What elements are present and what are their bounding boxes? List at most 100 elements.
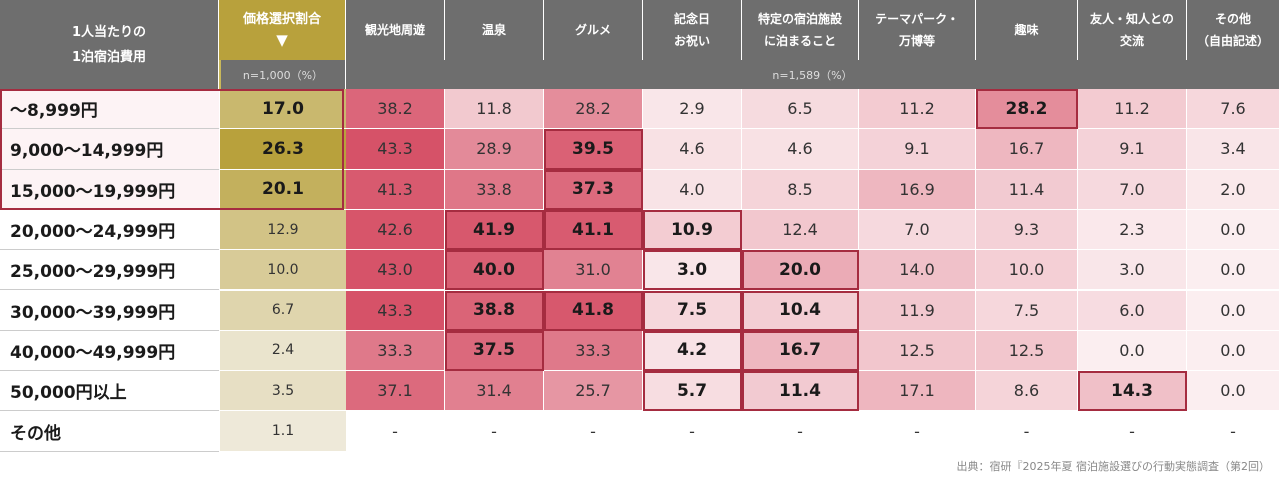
- column-header: 友人・知人との 交流: [1078, 0, 1187, 60]
- price-cell: 17.0: [219, 89, 346, 130]
- value-cell: 8.5: [742, 169, 859, 210]
- value-cell: -: [445, 411, 544, 452]
- value-cell: 14.3: [1078, 371, 1187, 412]
- value-cell: 2.9: [643, 89, 742, 130]
- value-cell: 10.9: [643, 209, 742, 251]
- value-cell: 39.5: [544, 129, 643, 170]
- value-cell: -: [346, 411, 445, 452]
- value-cell: 0.0: [1078, 330, 1187, 372]
- value-cell: 5.7: [643, 371, 742, 412]
- value-cell: 10.0: [976, 250, 1078, 291]
- value-cell: -: [976, 411, 1078, 452]
- value-cell: 7.5: [643, 290, 742, 331]
- row-label: その他: [0, 411, 219, 452]
- value-cell: -: [859, 411, 976, 452]
- value-cell: 28.2: [544, 89, 643, 130]
- value-cell: 33.3: [544, 330, 643, 372]
- value-cell: 11.2: [1078, 89, 1187, 130]
- value-cell: 12.5: [859, 330, 976, 372]
- value-cell: 41.3: [346, 169, 445, 210]
- value-cell: 43.0: [346, 250, 445, 291]
- value-cell: 6.5: [742, 89, 859, 130]
- value-cell: 37.1: [346, 371, 445, 412]
- price-cell: 2.4: [219, 330, 346, 372]
- value-cell: 11.4: [976, 169, 1078, 210]
- value-cell: -: [544, 411, 643, 452]
- value-cell: 9.1: [859, 129, 976, 170]
- value-cell: 2.3: [1078, 209, 1187, 251]
- price-column-label: 価格選択割合: [242, 12, 321, 27]
- value-cell: 0.0: [1187, 209, 1280, 251]
- value-cell: 41.1: [544, 209, 643, 251]
- value-cell: 0.0: [1187, 290, 1280, 331]
- value-cell: 3.4: [1187, 129, 1280, 170]
- down-arrow-icon: ▼: [276, 31, 288, 49]
- value-cell: 37.3: [544, 169, 643, 210]
- value-cell: 16.7: [742, 330, 859, 372]
- value-cell: -: [742, 411, 859, 452]
- value-cell: 38.2: [346, 89, 445, 130]
- value-cell: 9.1: [1078, 129, 1187, 170]
- row-label: 30,000～39,999円: [0, 290, 219, 331]
- row-label: ～8,999円: [0, 89, 219, 130]
- value-cell: 11.8: [445, 89, 544, 130]
- value-cell: 14.0: [859, 250, 976, 291]
- row-label: 9,000～14,999円: [0, 129, 219, 170]
- price-cell: 12.9: [219, 209, 346, 251]
- value-cell: 4.0: [643, 169, 742, 210]
- value-cell: 31.4: [445, 371, 544, 412]
- row-label: 50,000円以上: [0, 371, 219, 412]
- value-cell: 28.2: [976, 89, 1078, 130]
- price-cell: 20.1: [219, 169, 346, 210]
- value-cell: 4.6: [643, 129, 742, 170]
- column-header: その他 （自由記述）: [1187, 0, 1280, 60]
- value-cell: 43.3: [346, 129, 445, 170]
- row-label: 15,000～19,999円: [0, 169, 219, 210]
- value-cell: 7.0: [1078, 169, 1187, 210]
- price-column-header: 価格選択割合 ▼: [219, 0, 346, 60]
- value-cell: 6.0: [1078, 290, 1187, 331]
- row-header-title: 1人当たりの 1泊宿泊費用: [0, 0, 219, 89]
- value-cell: 20.0: [742, 250, 859, 291]
- price-cell: 1.1: [219, 411, 346, 452]
- row-label: 25,000～29,999円: [0, 250, 219, 291]
- value-cell: 9.3: [976, 209, 1078, 251]
- value-cell: 17.1: [859, 371, 976, 412]
- value-cell: 8.6: [976, 371, 1078, 412]
- price-cell: 26.3: [219, 129, 346, 170]
- value-cell: 0.0: [1187, 250, 1280, 291]
- value-cell: -: [1187, 411, 1280, 452]
- price-cell: 6.7: [219, 290, 346, 331]
- value-cell: 7.0: [859, 209, 976, 251]
- purpose-sample-size: n=1,589（%）: [346, 60, 1280, 89]
- value-cell: -: [1078, 411, 1187, 452]
- value-cell: 12.4: [742, 209, 859, 251]
- value-cell: 7.5: [976, 290, 1078, 331]
- value-cell: 16.7: [976, 129, 1078, 170]
- value-cell: 7.6: [1187, 89, 1280, 130]
- value-cell: 10.4: [742, 290, 859, 331]
- column-header: 特定の宿泊施設 に泊まること: [742, 0, 859, 60]
- price-sample-size: n=1,000（%）: [219, 60, 346, 89]
- value-cell: 41.9: [445, 209, 544, 251]
- value-cell: 16.9: [859, 169, 976, 210]
- column-header: テーマパーク・ 万博等: [859, 0, 976, 60]
- value-cell: 37.5: [445, 330, 544, 372]
- row-label: 40,000～49,999円: [0, 330, 219, 372]
- price-cell: 3.5: [219, 371, 346, 412]
- value-cell: 40.0: [445, 250, 544, 291]
- value-cell: 43.3: [346, 290, 445, 331]
- value-cell: 3.0: [1078, 250, 1187, 291]
- value-cell: 42.6: [346, 209, 445, 251]
- value-cell: -: [643, 411, 742, 452]
- row-label: 20,000～24,999円: [0, 209, 219, 251]
- value-cell: 0.0: [1187, 371, 1280, 412]
- source-note: 出典：宿研『2025年夏 宿泊施設選びの行動実態調査（第2回）: [956, 460, 1271, 473]
- column-header: グルメ: [544, 0, 643, 60]
- value-cell: 3.0: [643, 250, 742, 291]
- value-cell: 4.6: [742, 129, 859, 170]
- value-cell: 11.2: [859, 89, 976, 130]
- value-cell: 41.8: [544, 290, 643, 331]
- value-cell: 2.0: [1187, 169, 1280, 210]
